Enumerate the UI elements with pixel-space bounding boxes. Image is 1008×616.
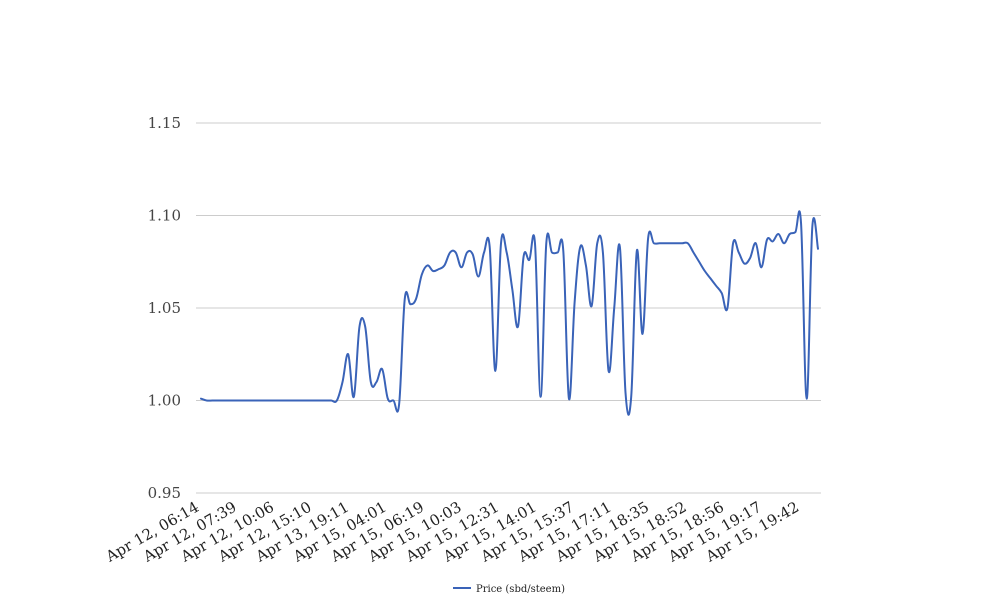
y-tick-label: 1.10 — [148, 207, 181, 225]
y-tick-label: 1.05 — [148, 299, 181, 317]
y-axis-tick-labels: 0.95 1.00 1.05 1.10 1.15 — [148, 114, 181, 502]
legend: Price (sbd/steem) — [453, 584, 565, 595]
legend-label: Price (sbd/steem) — [476, 584, 565, 595]
y-tick-label: 0.95 — [148, 484, 181, 502]
series-line — [200, 210, 819, 416]
y-tick-label: 1.15 — [148, 114, 181, 132]
y-tick-label: 1.00 — [148, 392, 181, 410]
series-lines — [200, 210, 819, 416]
